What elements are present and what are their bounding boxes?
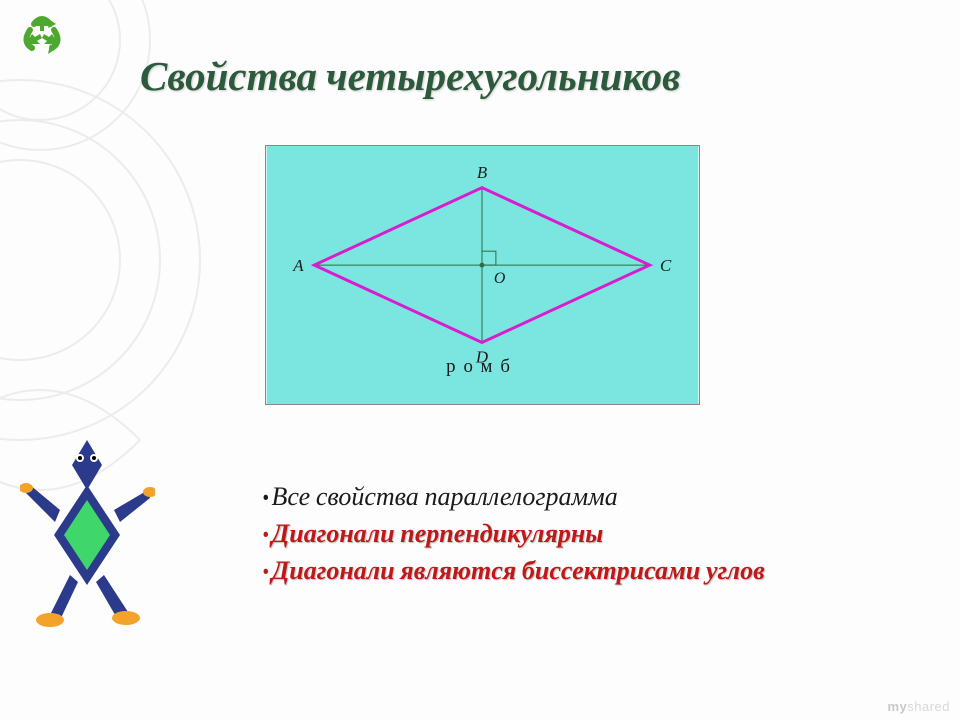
- svg-text:A: A: [292, 256, 304, 275]
- svg-text:ромб: ромб: [446, 356, 518, 377]
- svg-text:C: C: [660, 256, 672, 275]
- list-item: •Диагонали перпендикулярны: [260, 517, 880, 552]
- svg-text:O: O: [494, 270, 506, 287]
- properties-list: •Все свойства параллелограмма•Диагонали …: [260, 480, 880, 591]
- bullet-dot: •: [260, 482, 272, 512]
- bullet-dot: •: [260, 556, 272, 586]
- list-item-text: Все свойства параллелограмма: [272, 482, 618, 512]
- watermark-suffix: shared: [907, 699, 950, 714]
- recycle-icon: [18, 12, 66, 60]
- list-item-text: Диагонали являются биссектрисами углов: [272, 556, 765, 586]
- watermark-prefix: my: [887, 699, 907, 714]
- watermark: myshared: [887, 699, 950, 714]
- list-item-text: Диагонали перпендикулярны: [272, 519, 604, 549]
- page-title: Свойства четырехугольников: [140, 52, 680, 101]
- mascot-figure: [20, 430, 155, 630]
- title-text: Свойства четырехугольников: [140, 54, 680, 101]
- svg-text:B: B: [477, 163, 487, 182]
- list-item: •Диагонали являются биссектрисами углов: [260, 554, 880, 589]
- rhombus-diagram: ABCDOромб: [265, 145, 700, 405]
- list-item: •Все свойства параллелограмма: [260, 480, 880, 515]
- bullet-dot: •: [260, 519, 272, 549]
